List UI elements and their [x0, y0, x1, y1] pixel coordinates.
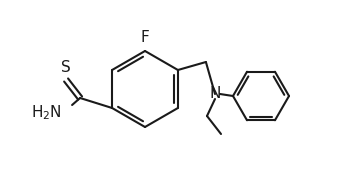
Text: N: N: [209, 86, 221, 102]
Text: S: S: [61, 60, 71, 75]
Text: F: F: [140, 30, 149, 45]
Text: H$_2$N: H$_2$N: [31, 104, 62, 122]
